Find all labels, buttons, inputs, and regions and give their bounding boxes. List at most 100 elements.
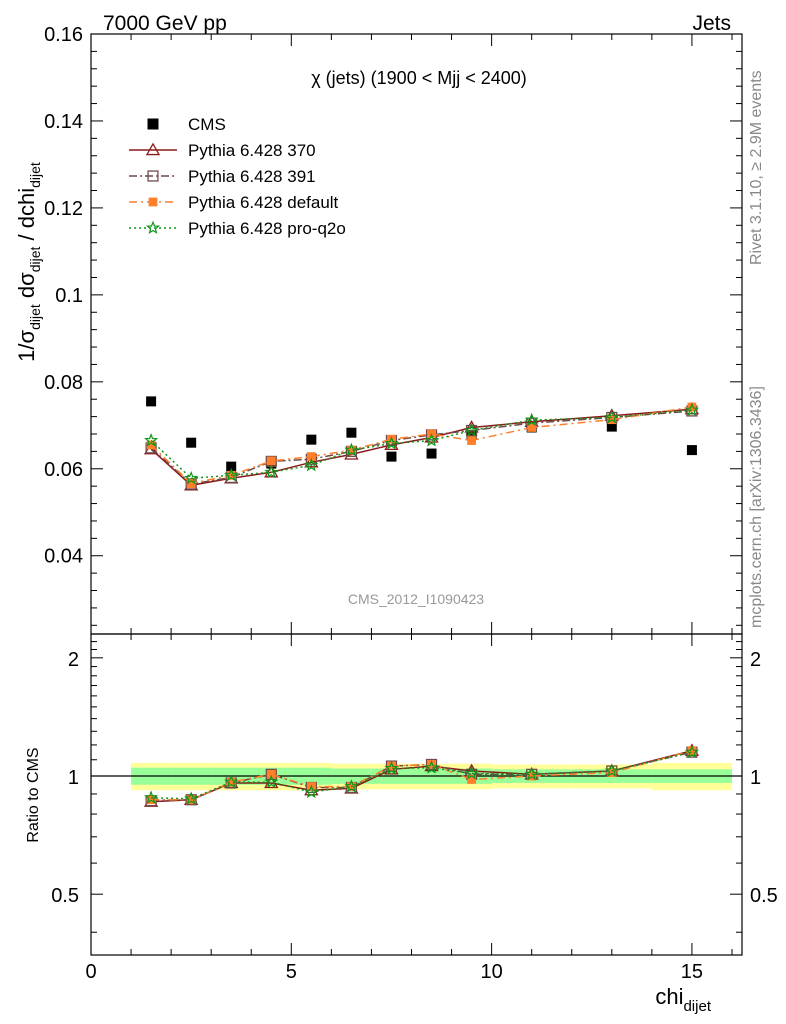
data-point xyxy=(687,402,697,412)
data-point xyxy=(144,433,159,447)
svg-text:1/σdijet dσdijet / dchidijet: 1/σdijet dσdijet / dchidijet xyxy=(14,162,43,362)
x-axis-label: chidijet xyxy=(655,984,711,1015)
y-tick-label: 0.14 xyxy=(44,111,83,133)
ratio-point xyxy=(144,790,159,804)
legend-label: Pythia 6.428 pro-q2o xyxy=(188,219,346,238)
series-pythia-6-428-pro-q2o xyxy=(144,402,699,485)
data-point xyxy=(224,467,239,482)
data-point xyxy=(527,423,537,432)
ratio-point xyxy=(527,771,537,781)
ratio-y-tick-label: 2 xyxy=(68,649,79,671)
ratio-point xyxy=(226,777,236,787)
legend-label: CMS xyxy=(188,115,226,134)
data-point xyxy=(264,464,279,479)
y-tick-label: 0.1 xyxy=(55,285,83,307)
ratio-point xyxy=(684,744,700,759)
y-axis-label: 1/σdijet dσdijet / dchidijet xyxy=(14,162,43,362)
ratio-series-pythia-6-428-pro-q2o xyxy=(144,744,700,805)
x-tick-label: 15 xyxy=(681,961,703,983)
data-point xyxy=(464,420,479,433)
ratio-point xyxy=(607,768,617,778)
data-point xyxy=(306,434,317,445)
watermark: CMS_2012_I1090423 xyxy=(348,591,484,607)
ratio-point xyxy=(344,779,359,793)
x-tick-label: 10 xyxy=(480,961,502,983)
legend: CMS Pythia 6.428 370 Pythia 6.428 391 Pythi… xyxy=(129,115,346,238)
ratio-y-tick-label-right: 0.5 xyxy=(750,885,778,907)
y-tick-label: 0.04 xyxy=(44,546,83,568)
legend-label: Pythia 6.428 default xyxy=(188,193,339,212)
ratio-point xyxy=(687,746,697,756)
rivet-label: Rivet 3.1.10, ≥ 2.9M events xyxy=(748,70,765,265)
legend-entry: Pythia 6.428 pro-q2o xyxy=(129,219,346,238)
legend-marker xyxy=(145,220,161,235)
data-point xyxy=(344,442,359,457)
data-point xyxy=(146,396,157,407)
data-point xyxy=(226,461,237,472)
data-point xyxy=(266,456,276,466)
data-point xyxy=(384,436,399,450)
ratio-y-tick-label: 0.5 xyxy=(51,885,79,907)
legend-marker xyxy=(147,170,159,182)
y-tick-label: 0.16 xyxy=(44,24,83,46)
ratio-y-tick-label-right: 2 xyxy=(750,649,761,671)
data-point xyxy=(304,457,319,472)
ratio-point xyxy=(424,760,439,774)
series-line xyxy=(150,410,692,485)
data-point xyxy=(684,402,699,417)
ratio-point xyxy=(224,774,239,789)
data-point xyxy=(467,436,476,445)
legend-marker xyxy=(147,118,159,130)
energy-label: 7000 GeV pp xyxy=(103,12,227,35)
legend-marker xyxy=(145,142,161,156)
main-panel: χ (jets) (1900 < Mjj < 2400) CMS_2012_I1… xyxy=(44,24,743,635)
ratio-point xyxy=(184,791,199,805)
data-point xyxy=(426,448,437,459)
ratio-point xyxy=(425,758,438,771)
ratio-point xyxy=(265,768,277,780)
ratio-point xyxy=(467,775,476,784)
chart-title: χ (jets) (1900 < Mjj < 2400) xyxy=(311,68,527,88)
legend-label: Pythia 6.428 370 xyxy=(188,141,316,160)
data-point xyxy=(386,451,397,462)
data-point xyxy=(524,412,539,427)
ratio-frame xyxy=(90,633,743,956)
data-point xyxy=(186,479,196,488)
ratio-point xyxy=(266,769,276,779)
x-tick-label: 5 xyxy=(286,961,297,983)
svg-text:chidijet: chidijet xyxy=(655,984,711,1015)
data-point xyxy=(606,421,617,432)
x-tick-label: 0 xyxy=(85,961,96,983)
series-line xyxy=(150,408,692,487)
y-tick-label: 0.06 xyxy=(44,459,83,481)
ratio-point xyxy=(264,774,279,789)
series-cms xyxy=(146,396,697,472)
ratio-y-tick-label: 1 xyxy=(68,767,79,789)
data-point xyxy=(604,410,619,424)
data-point xyxy=(264,464,279,478)
data-point xyxy=(464,423,479,437)
data-point xyxy=(346,427,357,438)
legend-entry: CMS xyxy=(147,115,226,134)
ratio-point xyxy=(304,784,319,799)
data-point xyxy=(146,440,156,450)
process-label: Jets xyxy=(692,12,731,35)
mcplots-label: mcplots.cern.ch [arXiv:1306.3436] xyxy=(748,386,765,628)
data-point xyxy=(304,454,319,468)
ratio-point xyxy=(387,761,396,771)
ratio-point xyxy=(186,795,196,805)
data-point xyxy=(306,452,316,462)
ratio-y-tick-label-right: 1 xyxy=(750,767,761,789)
series-line xyxy=(150,406,693,485)
data-point xyxy=(686,445,697,456)
y-tick-label: 0.08 xyxy=(44,372,83,394)
data-point xyxy=(186,437,197,448)
ratio-point xyxy=(604,763,619,777)
ratio-point xyxy=(464,766,479,780)
data-point xyxy=(424,433,439,447)
ratio-point xyxy=(427,760,436,769)
ratio-line xyxy=(151,751,693,800)
data-point xyxy=(347,445,356,455)
ratio-point xyxy=(384,761,399,775)
